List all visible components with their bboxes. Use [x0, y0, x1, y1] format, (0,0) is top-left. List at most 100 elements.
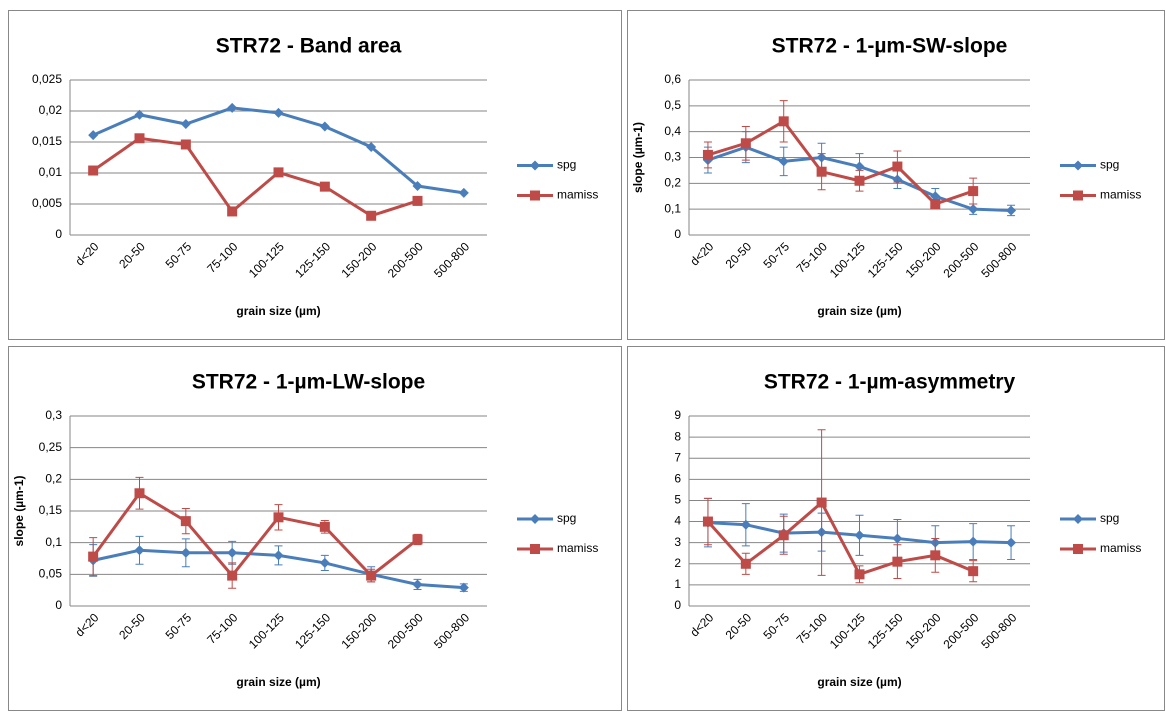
marker	[968, 204, 979, 215]
marker	[854, 530, 865, 541]
marker	[180, 139, 191, 150]
marker	[778, 116, 789, 127]
legend-label: spg	[1100, 511, 1119, 525]
x-tick-label: 100-125	[827, 610, 868, 651]
panel-border	[627, 10, 1165, 340]
x-tick-label: 75-100	[794, 239, 831, 276]
x-tick-label: 150-200	[338, 239, 379, 280]
marker	[273, 550, 284, 561]
chart-title: STR72 - 1-µm-SW-slope	[772, 35, 1008, 58]
y-tick-label: 4	[674, 514, 681, 528]
x-tick-label: 100-125	[246, 610, 287, 651]
y-tick-label: 8	[674, 429, 681, 443]
marker	[930, 550, 941, 561]
x-tick-label: 20-50	[723, 239, 755, 271]
marker	[366, 210, 377, 221]
chart-panel: STR72 - Band area 0 0,005 0,01 0,015 0,02 0,02…	[8, 10, 622, 340]
marker	[273, 167, 284, 178]
marker	[273, 512, 284, 523]
marker	[319, 181, 330, 192]
x-tick-label: d<20	[687, 239, 716, 268]
marker	[134, 545, 145, 556]
y-tick-label: 0	[55, 598, 62, 612]
y-tick-label: 0,1	[664, 201, 681, 215]
marker	[319, 121, 330, 132]
marker	[134, 488, 145, 499]
chart-panel: STR72 - 1-µm-asymmetry 0 1 2 3 4 5 6 7 8 9 d<20 20-5…	[627, 346, 1165, 711]
y-tick-label: 0,3	[664, 150, 681, 164]
x-tick-label: d<20	[687, 610, 716, 639]
marker	[530, 190, 540, 201]
x-tick-label: 75-100	[204, 239, 241, 276]
y-tick-label: 6	[674, 472, 681, 486]
chart-title: STR72 - Band area	[216, 35, 402, 58]
marker	[412, 534, 423, 545]
marker	[319, 521, 330, 532]
y-tick-label: 0,3	[45, 408, 62, 422]
x-tick-label: 500-800	[978, 610, 1019, 651]
y-tick-label: 0,005	[32, 196, 62, 210]
marker	[134, 133, 145, 144]
y-tick-label: 0,015	[32, 134, 62, 148]
y-tick-label: 2	[674, 556, 681, 570]
x-axis-title: grain size (µm)	[817, 675, 901, 689]
legend-label: spg	[1100, 158, 1119, 172]
x-tick-label: 500-800	[431, 239, 472, 280]
y-tick-label: 0,02	[39, 103, 63, 117]
x-tick-label: 20-50	[116, 610, 148, 642]
legend-label: mamiss	[557, 188, 598, 202]
marker	[366, 141, 377, 152]
y-tick-label: 5	[674, 493, 681, 507]
x-tick-label: 125-150	[865, 610, 906, 651]
x-axis-title: grain size (µm)	[236, 304, 320, 318]
series-line	[92, 106, 465, 195]
marker	[1006, 205, 1017, 216]
y-axis-title: slope (µm-1)	[631, 122, 645, 193]
marker	[180, 119, 191, 130]
marker	[854, 569, 865, 580]
chart-panel: STR72 - 1-µm-LW-slope 0 0,05 0,1 0,15 0,2 0,25…	[8, 346, 622, 711]
marker	[227, 206, 238, 217]
x-tick-label: 50-75	[760, 610, 792, 642]
x-tick-label: 150-200	[903, 610, 944, 651]
marker	[227, 547, 238, 558]
marker	[412, 181, 423, 192]
x-tick-label: 50-75	[760, 239, 792, 271]
y-tick-label: 0,01	[39, 165, 63, 179]
y-tick-label: 0,2	[664, 176, 681, 190]
x-tick-label: 100-125	[246, 239, 287, 280]
x-axis-title: grain size (µm)	[236, 675, 320, 689]
marker	[892, 161, 903, 172]
x-tick-label: 75-100	[204, 610, 241, 647]
marker	[530, 514, 540, 524]
y-tick-label: 0,6	[664, 72, 681, 86]
marker	[930, 199, 941, 209]
x-tick-label: 50-75	[163, 239, 195, 271]
panel-border	[8, 346, 622, 711]
marker	[740, 558, 751, 569]
y-tick-label: 3	[674, 535, 681, 549]
y-tick-label: 0	[674, 598, 681, 612]
y-axis-title: slope (µm-1)	[12, 476, 26, 547]
marker	[412, 579, 423, 590]
marker	[227, 570, 238, 581]
marker	[88, 551, 99, 562]
y-tick-label: 0,15	[39, 503, 63, 517]
marker	[1073, 160, 1083, 171]
marker	[273, 107, 284, 118]
marker	[412, 195, 423, 206]
series-line	[91, 491, 419, 578]
legend-label: mamiss	[1100, 188, 1141, 202]
x-tick-label: 150-200	[903, 239, 944, 280]
x-tick-label: 500-800	[978, 239, 1019, 280]
marker	[816, 497, 827, 508]
y-tick-label: 0,25	[39, 440, 63, 454]
marker	[740, 138, 751, 149]
marker	[530, 160, 540, 171]
y-tick-label: 0,05	[39, 567, 63, 581]
marker	[702, 516, 713, 527]
y-tick-label: 9	[674, 408, 681, 422]
marker	[968, 536, 979, 547]
legend-label: mamiss	[1100, 541, 1141, 555]
